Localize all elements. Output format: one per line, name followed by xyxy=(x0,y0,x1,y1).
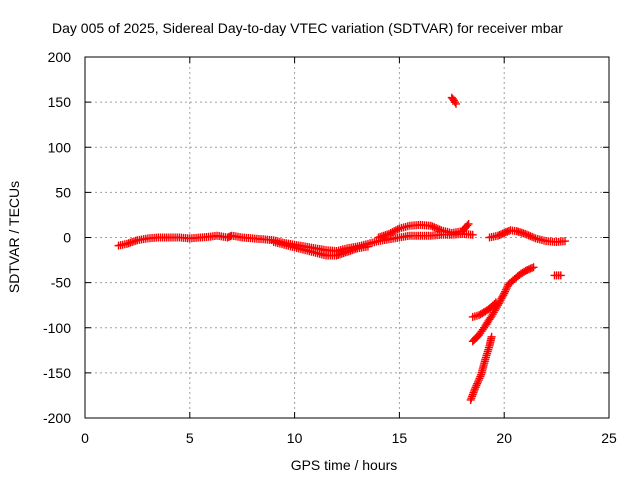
data-point xyxy=(491,298,500,307)
data-point xyxy=(450,98,459,107)
data-point xyxy=(501,285,510,294)
x-tick-label: 0 xyxy=(81,430,89,446)
data-point xyxy=(560,237,569,246)
series-high-outlier xyxy=(447,93,460,108)
data-point xyxy=(529,263,538,272)
data-point xyxy=(471,383,480,392)
data-point xyxy=(433,224,442,233)
y-tick-label: -100 xyxy=(43,320,71,336)
chart-title: Day 005 of 2025, Sidereal Day-to-day VTE… xyxy=(52,20,563,36)
data-point xyxy=(384,229,393,238)
y-tick-label: 200 xyxy=(48,49,72,65)
y-tick-labels: -200 -150 -100 -50 0 50 100 150 200 xyxy=(43,49,71,426)
series-recovery-branch xyxy=(468,298,500,321)
data-point xyxy=(468,230,477,239)
data-point xyxy=(529,233,538,242)
x-tick-label: 20 xyxy=(496,430,512,446)
data-point xyxy=(470,385,479,394)
series-lower-band-branch xyxy=(269,238,372,260)
data-series xyxy=(114,93,569,404)
data-point xyxy=(490,299,499,308)
data-point xyxy=(430,223,439,232)
x-axis-label: GPS time / hours xyxy=(291,457,398,473)
data-point xyxy=(435,225,444,234)
data-point xyxy=(474,376,483,385)
data-point xyxy=(524,231,533,240)
data-point xyxy=(393,225,402,234)
series-end-segment xyxy=(550,271,565,280)
data-point xyxy=(521,229,530,238)
data-point xyxy=(556,271,565,280)
data-point xyxy=(487,332,496,341)
y-tick-label: 100 xyxy=(48,139,72,155)
data-point xyxy=(473,379,482,388)
data-point xyxy=(522,230,531,239)
data-point xyxy=(428,222,437,231)
data-point xyxy=(476,372,485,381)
y-tick-label: 150 xyxy=(48,94,72,110)
x-tick-label: 25 xyxy=(601,430,617,446)
x-tick-label: 10 xyxy=(287,430,303,446)
data-point xyxy=(388,228,397,237)
data-point xyxy=(502,284,511,293)
y-tick-label: 0 xyxy=(63,230,71,246)
x-tick-label: 5 xyxy=(186,430,194,446)
data-point xyxy=(432,224,441,233)
data-point xyxy=(390,227,399,236)
y-tick-label: 50 xyxy=(55,184,71,200)
data-point xyxy=(501,287,510,296)
data-point xyxy=(474,377,482,386)
data-point xyxy=(526,232,535,241)
data-point xyxy=(463,221,472,230)
data-point xyxy=(528,232,537,241)
data-point xyxy=(451,99,460,108)
data-point xyxy=(500,289,509,298)
x-tick-labels: 0 5 10 15 20 25 xyxy=(81,430,617,446)
data-point xyxy=(472,381,481,390)
series-drop-segment xyxy=(466,332,496,404)
data-point xyxy=(499,291,508,300)
y-tick-label: -50 xyxy=(51,275,71,291)
y-tick-label: -150 xyxy=(43,365,71,381)
data-point xyxy=(426,221,435,230)
axis-ticks xyxy=(84,56,610,419)
data-point xyxy=(464,219,473,228)
series-evening-band xyxy=(485,226,569,247)
data-point xyxy=(391,226,400,235)
x-tick-label: 15 xyxy=(392,430,408,446)
series-recovery-curve xyxy=(468,263,538,346)
grid xyxy=(85,57,609,418)
data-point xyxy=(386,228,395,237)
series-main-band xyxy=(114,229,477,256)
data-point xyxy=(363,242,372,251)
series-upper-band xyxy=(374,219,473,242)
y-axis-label: SDTVAR / TECUs xyxy=(6,181,22,293)
y-tick-label: -200 xyxy=(43,410,71,426)
data-point xyxy=(475,374,484,383)
